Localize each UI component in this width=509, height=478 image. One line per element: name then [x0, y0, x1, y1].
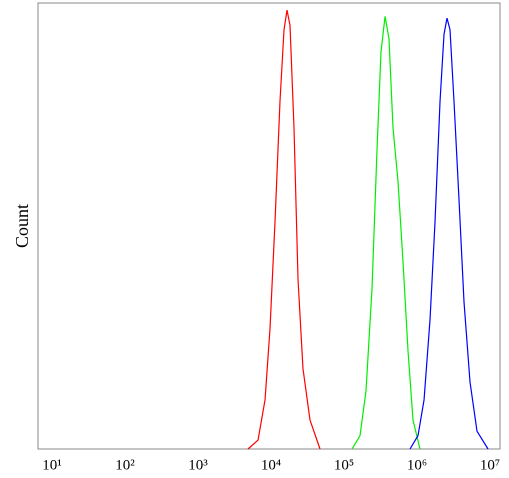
y-axis-label: Count [12, 204, 32, 248]
x-tick-label: 10³ [188, 457, 208, 473]
x-tick-label: 10⁴ [261, 457, 281, 473]
histogram-line [409, 18, 489, 450]
plot-frame [37, 2, 501, 450]
x-tick-label: 10¹ [42, 457, 62, 473]
x-tick-label: 10⁶ [407, 457, 427, 473]
x-tick-label: 10² [115, 457, 135, 473]
x-tick-label: 10⁷ [480, 457, 500, 473]
histogram-line [351, 16, 421, 450]
histogram-line [247, 10, 321, 450]
x-tick-label: 10⁵ [334, 457, 354, 473]
